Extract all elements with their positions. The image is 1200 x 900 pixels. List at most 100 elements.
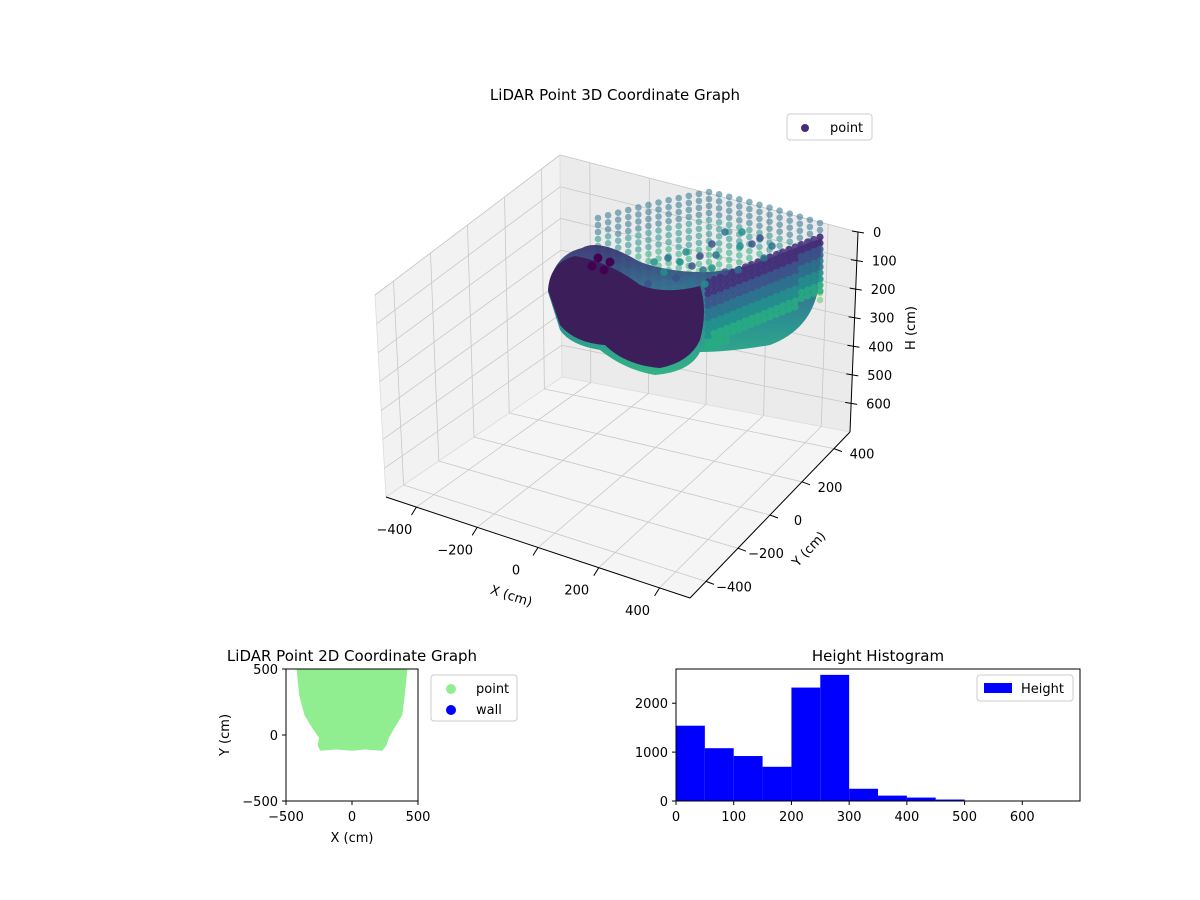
point-marker [725, 249, 733, 257]
x-axis-label-2d: X (cm) [331, 831, 374, 846]
point-marker [760, 267, 768, 276]
histogram-bar [906, 797, 936, 801]
point-marker [797, 246, 805, 255]
y-tick-label-hist: 1000 [635, 746, 668, 761]
point-marker [695, 211, 703, 219]
scatter-2d-points [296, 669, 408, 751]
point-marker [756, 208, 763, 216]
point-marker [645, 222, 652, 230]
point-marker [594, 221, 602, 229]
y-gridline-3d [473, 436, 771, 516]
point-marker [685, 227, 693, 235]
point-marker [695, 190, 703, 198]
histogram-bar [704, 748, 734, 801]
z-tick-3d [846, 373, 859, 377]
point-marker [729, 292, 737, 300]
point-marker [785, 281, 793, 290]
point-marker [779, 284, 787, 292]
point-marker [685, 199, 693, 207]
point-marker [604, 212, 612, 219]
x-tick-label-hist: 300 [837, 810, 862, 825]
point-marker [754, 294, 762, 302]
point-marker [685, 241, 693, 249]
point-marker [723, 312, 731, 321]
point-marker [695, 239, 703, 247]
point-marker [716, 321, 725, 329]
point-marker [725, 200, 733, 208]
point-marker [754, 264, 762, 272]
point-marker [675, 201, 683, 209]
y-gridline-3d [403, 484, 707, 582]
point-marker [785, 299, 793, 308]
point-marker [708, 240, 716, 248]
point-marker [665, 210, 672, 218]
legend-2d-marker-point [446, 684, 456, 694]
point-marker [735, 319, 743, 328]
point-marker [725, 242, 733, 250]
point-marker [704, 320, 712, 328]
point-marker [710, 341, 718, 350]
point-marker [736, 242, 744, 250]
histogram-bar [676, 725, 705, 801]
point-marker [779, 278, 787, 286]
point-marker [624, 220, 632, 228]
point-marker [746, 205, 753, 213]
point-marker [741, 323, 749, 331]
point-marker [746, 233, 753, 241]
point-marker [766, 277, 774, 285]
y-tick-label-3d: 200 [818, 481, 843, 496]
histogram-bar [762, 766, 792, 801]
point-marker [747, 272, 756, 281]
ring-front-columns [704, 233, 824, 352]
point-marker [766, 307, 774, 315]
point-marker [594, 235, 602, 243]
point-marker [655, 220, 662, 227]
point-marker [747, 302, 756, 311]
point-marker [593, 253, 603, 263]
point-marker [675, 243, 683, 251]
point-marker [741, 293, 749, 301]
point-marker [685, 213, 693, 221]
point-marker [756, 222, 763, 230]
point-marker [766, 253, 774, 261]
point-marker [779, 290, 787, 298]
point-marker [796, 213, 804, 221]
point-marker [635, 225, 642, 232]
histogram-bar [849, 788, 878, 801]
point-marker [803, 238, 812, 246]
chart-2d-scatter: LiDAR Point 2D Coordinate Graph −500 0 500… [218, 647, 518, 846]
x-tick-label-3d: −200 [437, 543, 473, 558]
point-marker [614, 216, 622, 223]
point-marker [810, 259, 818, 268]
point-marker [766, 211, 773, 219]
point-marker [660, 268, 668, 276]
z-gridline-3d-left [381, 281, 562, 411]
point-marker [747, 278, 756, 287]
point-marker [786, 231, 794, 238]
point-marker [729, 328, 737, 336]
point-marker [705, 209, 713, 217]
point-marker [729, 280, 737, 288]
z-gridline-3d-left [374, 154, 561, 296]
point-marker [715, 205, 723, 212]
point-marker [695, 218, 703, 226]
point-marker [604, 233, 612, 240]
point-marker [734, 266, 742, 274]
point-marker [785, 287, 793, 296]
point-marker [797, 276, 805, 285]
point-marker [776, 228, 783, 235]
chart-3d-title: LiDAR Point 3D Coordinate Graph [490, 86, 740, 104]
point-marker [635, 204, 642, 211]
point-marker [605, 257, 615, 267]
point-marker [675, 194, 683, 202]
point-marker [725, 207, 733, 215]
point-marker [675, 215, 683, 223]
point-marker [705, 216, 713, 224]
point-marker [710, 317, 718, 326]
point-marker [599, 265, 609, 275]
point-marker [816, 245, 824, 253]
point-marker [756, 250, 763, 258]
x-tick-label-3d: −400 [377, 523, 413, 538]
point-marker [766, 225, 773, 233]
point-marker [779, 254, 787, 262]
